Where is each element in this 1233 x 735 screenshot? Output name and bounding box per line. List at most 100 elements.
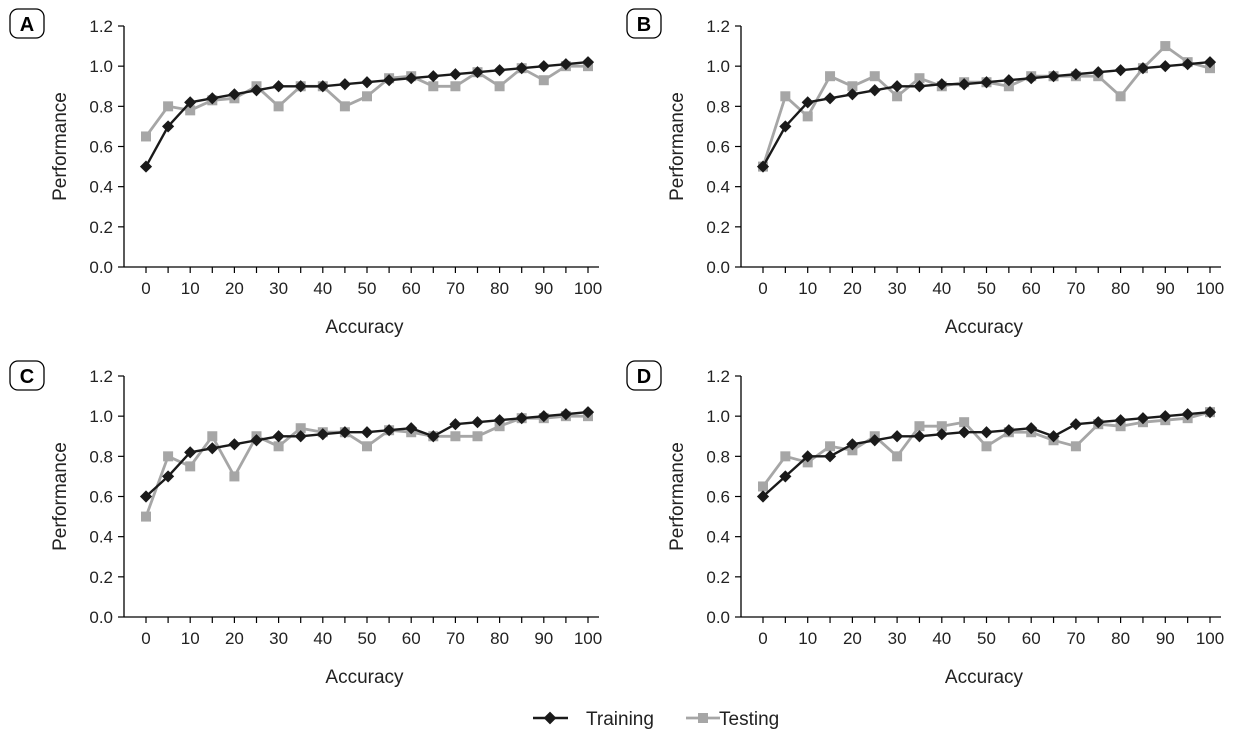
x-tick-label: 10 xyxy=(798,279,817,298)
y-tick-label: 0.4 xyxy=(706,528,730,547)
y-tick-label: 0.2 xyxy=(89,568,113,587)
y-tick-label: 0.6 xyxy=(706,138,730,157)
legend-testing-marker xyxy=(698,713,708,723)
testing-point xyxy=(1115,91,1126,102)
testing-point xyxy=(185,105,196,116)
testing-point xyxy=(185,461,196,472)
testing-point xyxy=(538,75,549,86)
y-tick-label: 0.4 xyxy=(89,528,113,547)
y-axis-title: Performance xyxy=(50,92,71,201)
legend-training-marker xyxy=(543,711,557,725)
y-tick-label: 1.0 xyxy=(706,57,730,76)
testing-point xyxy=(758,481,768,492)
legend: Training Testing xyxy=(533,709,779,730)
y-tick-label: 0.0 xyxy=(89,608,113,627)
training-point xyxy=(846,438,859,451)
panels: A 0.0 0.2 0.4 0.6 0.8 1.0 1.2 0 10 20 30 40 50 60 70 80 9… xyxy=(9,8,1224,688)
testing-point xyxy=(780,451,791,462)
y-tick-label: 1.2 xyxy=(89,367,113,386)
training-point xyxy=(316,428,329,441)
y-tick-label: 0.8 xyxy=(706,97,730,116)
x-tick-label: 70 xyxy=(446,279,465,298)
x-tick-label: 90 xyxy=(534,629,553,648)
training-point xyxy=(250,434,263,447)
x-tick-label: 0 xyxy=(758,629,767,648)
testing-point xyxy=(847,81,858,92)
y-tick-label: 0.6 xyxy=(706,488,730,507)
training-point xyxy=(162,120,175,133)
training-point xyxy=(449,418,462,431)
x-axis-title: Accuracy xyxy=(325,317,404,338)
training-point xyxy=(383,424,396,437)
testing-point xyxy=(780,91,791,102)
y-tick-label: 1.2 xyxy=(706,17,730,36)
testing-point xyxy=(428,81,439,92)
x-tick-label: 20 xyxy=(843,279,862,298)
x-tick-label: 90 xyxy=(1156,279,1175,298)
training-point xyxy=(1092,416,1105,429)
testing-point xyxy=(450,431,461,442)
panel-d-label: D xyxy=(637,366,651,388)
training-point xyxy=(471,416,484,429)
training-point xyxy=(823,450,837,463)
testing-point xyxy=(450,81,461,92)
legend-training-label: Training xyxy=(586,709,654,730)
testing-point xyxy=(1070,441,1081,452)
x-tick-label: 80 xyxy=(490,629,509,648)
x-axis-title: Accuracy xyxy=(325,667,404,688)
x-tick-label: 40 xyxy=(932,629,951,648)
training-point xyxy=(360,76,374,89)
y-tick-label: 1.0 xyxy=(89,57,113,76)
y-tick-label: 0.8 xyxy=(706,447,730,466)
x-tick-label: 10 xyxy=(798,629,817,648)
x-tick-label: 70 xyxy=(1066,279,1085,298)
x-tick-label: 100 xyxy=(574,629,602,648)
training-point xyxy=(1159,60,1172,73)
testing-point xyxy=(273,101,284,112)
x-tick-label: 50 xyxy=(977,629,996,648)
training-point xyxy=(272,80,285,93)
training-point xyxy=(206,92,219,105)
training-point xyxy=(823,92,837,105)
training-point xyxy=(559,58,572,71)
x-tick-label: 0 xyxy=(141,279,150,298)
panel-d-label-box xyxy=(626,360,662,391)
x-tick-label: 30 xyxy=(269,629,288,648)
testing-point xyxy=(936,421,947,432)
testing-point xyxy=(163,101,174,112)
training-point xyxy=(958,78,971,91)
x-tick-label: 80 xyxy=(1111,279,1130,298)
testing-point xyxy=(825,441,836,452)
x-tick-label: 50 xyxy=(358,629,377,648)
training-point xyxy=(958,426,971,439)
y-axis-title: Performance xyxy=(667,92,688,201)
training-point xyxy=(537,60,550,73)
x-tick-label: 40 xyxy=(313,279,332,298)
x-tick-label: 20 xyxy=(225,629,244,648)
training-point xyxy=(493,414,506,427)
y-tick-label: 0.6 xyxy=(89,138,113,157)
training-point xyxy=(139,490,153,503)
chart-panel-c: C 0.0 0.2 0.4 0.6 0.8 1.0 1.2 0 10 20 30 40 50 60 70 80 9… xyxy=(9,360,602,688)
y-tick-label: 0.4 xyxy=(706,178,730,197)
testing-point xyxy=(825,71,836,82)
panel-b-label-box xyxy=(626,8,662,39)
y-tick-label: 1.2 xyxy=(89,17,113,36)
training-point xyxy=(493,64,506,77)
testing-point xyxy=(141,131,151,142)
testing-point xyxy=(892,91,903,102)
testing-point xyxy=(362,441,372,452)
testing-point xyxy=(163,451,174,462)
training-point xyxy=(294,430,307,443)
training-point xyxy=(891,430,904,443)
y-tick-label: 0.6 xyxy=(89,488,113,507)
x-tick-label: 40 xyxy=(932,279,951,298)
x-tick-label: 80 xyxy=(490,279,509,298)
testing-point xyxy=(494,81,505,92)
testing-point xyxy=(981,441,992,452)
panel-a-label: A xyxy=(20,14,34,36)
x-tick-label: 30 xyxy=(269,279,288,298)
training-point xyxy=(184,446,197,459)
training-point xyxy=(228,438,241,451)
